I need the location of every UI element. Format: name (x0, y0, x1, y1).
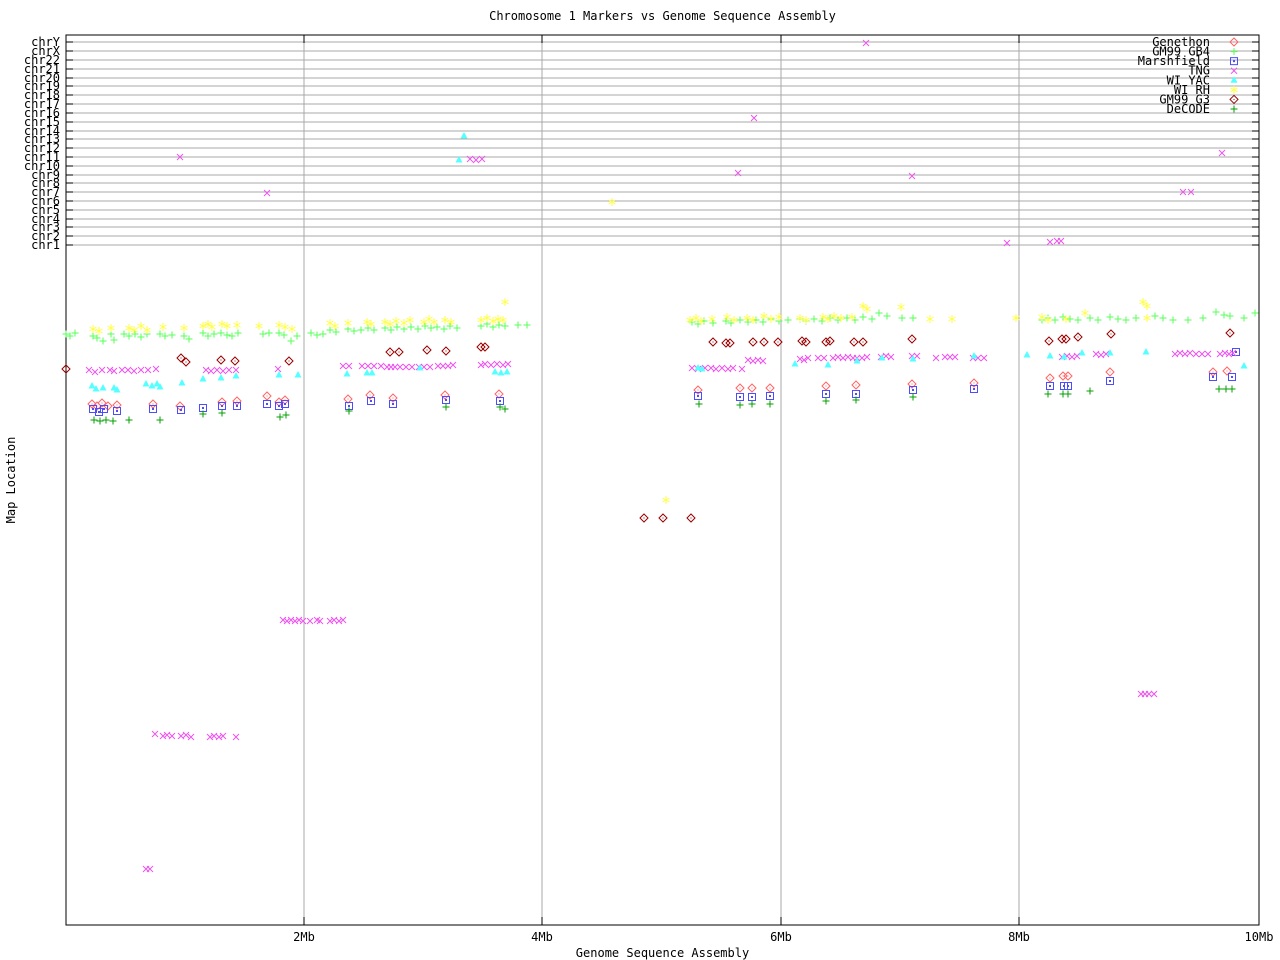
x-axis-label: Genome Sequence Assembly (575, 946, 750, 960)
y-tick-label-chr3: chr3 (31, 220, 60, 234)
series-gm99g3 (61, 328, 1235, 523)
y-tick-label-chrX: chrX (31, 44, 61, 58)
x-tick-label-10Mb: 10Mb (1245, 930, 1274, 944)
y-tick-label-chr7: chr7 (31, 185, 60, 199)
x-tick-label-4Mb: 4Mb (531, 930, 553, 944)
series-wiyac (88, 132, 1248, 393)
x-tick-label-2Mb: 2Mb (293, 930, 315, 944)
y-tick-label-chr14: chr14 (24, 124, 60, 138)
x-tick-label-6Mb: 6Mb (770, 930, 792, 944)
y-tick-label-chr22: chr22 (24, 53, 60, 67)
y-tick-label-chr6: chr6 (31, 194, 60, 208)
y-tick-label-chr16: chr16 (24, 106, 60, 120)
y-tick-label-chr15: chr15 (24, 115, 60, 129)
legend-label-gm99g3: GM99 G3 (1159, 92, 1210, 106)
y-tick-label-chr13: chr13 (24, 132, 60, 146)
legend-label-genethon: Genethon (1152, 35, 1210, 49)
chart-title: Chromosome 1 Markers vs Genome Sequence … (489, 9, 836, 23)
series-gm99gb4 (62, 308, 1259, 345)
y-tick-label-chrY: chrY (31, 35, 61, 49)
series-tng (85, 39, 1237, 873)
legend-label-tng: TNG (1188, 64, 1210, 78)
y-tick-label-chr1: chr1 (31, 238, 60, 252)
legend-label-wirh: WI RH (1174, 83, 1210, 97)
y-tick-label-chr18: chr18 (24, 88, 60, 102)
axes (66, 35, 1260, 925)
legend-label-wiyac: WI YAC (1167, 73, 1210, 87)
series-genethon (87, 366, 1232, 411)
legend-label-marshfield: Marshfield (1138, 54, 1210, 68)
y-tick-label-chr11: chr11 (24, 150, 60, 164)
y-tick-label-chr20: chr20 (24, 71, 60, 85)
legend-label-decode: DeCODE (1167, 102, 1210, 116)
series-wirh (89, 198, 1151, 504)
series-decode (90, 385, 1236, 425)
y-tick-label-chr10: chr10 (24, 159, 60, 173)
y-tick-label-chr12: chr12 (24, 141, 60, 155)
series-marshfield (89, 348, 1240, 416)
legend-label-gm99gb4: GM99 GB4 (1152, 45, 1210, 59)
y-tick-label-chr19: chr19 (24, 79, 60, 93)
y-tick-label-chr4: chr4 (31, 212, 60, 226)
y-tick-label-chr17: chr17 (24, 97, 60, 111)
gridlines (66, 35, 1259, 925)
plot-border (65, 34, 1260, 926)
y-tick-label-chr21: chr21 (24, 62, 60, 76)
x-tick-label-8Mb: 8Mb (1008, 930, 1030, 944)
y-tick-label-chr5: chr5 (31, 203, 60, 217)
y-tick-label-chr8: chr8 (31, 176, 60, 190)
y-tick-label-chr9: chr9 (31, 168, 60, 182)
y-tick-label-chr2: chr2 (31, 229, 60, 243)
